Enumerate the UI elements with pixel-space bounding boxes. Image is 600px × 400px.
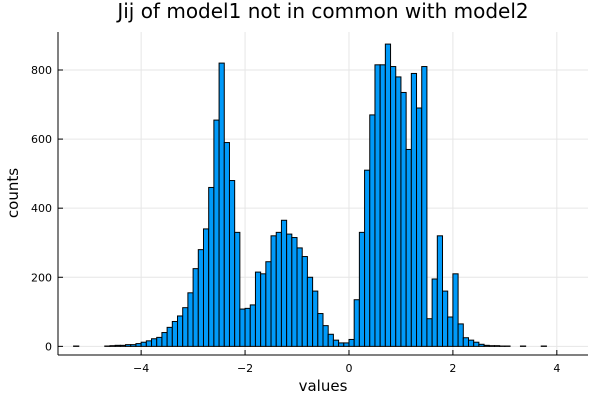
histogram-bar bbox=[395, 76, 402, 347]
histogram-bar bbox=[364, 169, 371, 347]
histogram-bar bbox=[166, 326, 173, 347]
histogram-bar bbox=[332, 339, 340, 347]
histogram-bar bbox=[202, 228, 210, 347]
histogram-bar bbox=[171, 320, 179, 347]
histogram-bar bbox=[187, 292, 194, 347]
histogram-bar bbox=[109, 345, 116, 347]
histogram-bar bbox=[338, 342, 345, 347]
histogram-bar bbox=[353, 299, 360, 347]
histogram-bar bbox=[390, 66, 397, 347]
histogram-bar bbox=[254, 271, 262, 347]
histogram-bar bbox=[234, 231, 241, 347]
histogram-bar bbox=[177, 315, 184, 347]
histogram-bar bbox=[462, 337, 469, 347]
histogram-bar bbox=[467, 339, 475, 347]
histogram-bar bbox=[421, 66, 428, 347]
grid bbox=[58, 32, 588, 355]
histogram-bar bbox=[447, 316, 454, 347]
histogram-bar bbox=[218, 62, 225, 347]
histogram-bar bbox=[348, 338, 355, 347]
histogram-bar bbox=[119, 344, 127, 347]
histogram-bar bbox=[322, 325, 329, 347]
histogram-bar bbox=[114, 344, 121, 347]
histogram-bar bbox=[208, 186, 215, 347]
histogram-bar bbox=[161, 332, 168, 347]
x-tick-label: −2 bbox=[237, 362, 253, 375]
histogram-bar bbox=[280, 219, 288, 347]
histogram-bar bbox=[296, 247, 303, 347]
histogram-bar bbox=[223, 142, 230, 347]
histogram-bar bbox=[140, 341, 147, 347]
tick-labels: −4 −2 0 2 4 0 200 400 600 800 bbox=[31, 64, 560, 375]
y-tick-label: 800 bbox=[31, 64, 52, 77]
histogram-bar bbox=[410, 72, 418, 347]
histogram-bar bbox=[275, 231, 282, 347]
histogram-bar bbox=[249, 304, 256, 347]
histogram-bar bbox=[483, 344, 490, 347]
y-tick-label: 200 bbox=[31, 271, 52, 284]
histogram-bar bbox=[192, 268, 199, 347]
histogram-bar bbox=[197, 249, 204, 347]
histogram-bar bbox=[317, 313, 324, 347]
histogram-bar bbox=[125, 344, 132, 347]
histogram-bar bbox=[379, 64, 386, 347]
histogram-bar bbox=[239, 308, 246, 347]
x-tick-label: 4 bbox=[553, 362, 560, 375]
histogram-bar bbox=[473, 341, 480, 347]
histogram-bar bbox=[327, 333, 334, 347]
histogram-bar bbox=[260, 273, 267, 347]
histogram-bar bbox=[312, 290, 319, 347]
chart-title: Jij of model1 not in common with model2 bbox=[115, 0, 528, 23]
x-tick-label: 2 bbox=[449, 362, 456, 375]
y-tick-label: 600 bbox=[31, 133, 52, 146]
histogram-bar bbox=[436, 235, 444, 347]
histogram-bar bbox=[270, 235, 277, 347]
histogram-bar bbox=[156, 336, 163, 347]
histogram-bar bbox=[431, 278, 438, 347]
histogram-bar bbox=[493, 345, 501, 347]
histogram-bar bbox=[405, 148, 412, 347]
y-tick-label: 400 bbox=[31, 202, 52, 215]
histogram-bars bbox=[73, 43, 547, 347]
histogram-bar bbox=[182, 307, 189, 347]
histogram-bar bbox=[488, 345, 495, 347]
histogram-bar bbox=[213, 119, 220, 347]
y-axis-label: counts bbox=[4, 168, 22, 218]
histogram-bar bbox=[343, 342, 350, 347]
histogram-bar bbox=[301, 256, 308, 347]
histogram-bar bbox=[145, 340, 153, 347]
histogram-bar bbox=[384, 43, 392, 347]
histogram-bar bbox=[426, 318, 433, 347]
histogram-bar bbox=[369, 114, 376, 347]
x-tick-label: 0 bbox=[345, 362, 352, 375]
histogram-bar bbox=[374, 64, 381, 347]
x-axis-label: values bbox=[299, 377, 348, 395]
histogram-bar bbox=[151, 338, 158, 347]
histogram-bar bbox=[442, 290, 449, 347]
y-tick-label: 0 bbox=[45, 340, 52, 353]
histogram-bar bbox=[228, 180, 236, 347]
histogram-bar bbox=[478, 343, 485, 347]
histogram-bar bbox=[358, 231, 366, 347]
histogram-bar bbox=[306, 276, 314, 347]
histogram-bar bbox=[291, 237, 298, 347]
histogram-bar bbox=[286, 233, 293, 347]
histogram-bar bbox=[244, 307, 251, 347]
histogram-bar bbox=[130, 344, 137, 347]
x-tick-label: −4 bbox=[133, 362, 149, 375]
axes bbox=[57, 32, 588, 356]
histogram-bar bbox=[265, 261, 272, 347]
histogram-bar bbox=[400, 91, 407, 347]
histogram-bar bbox=[135, 343, 142, 347]
histogram-bar bbox=[416, 107, 423, 347]
histogram-bar bbox=[457, 323, 464, 347]
histogram-bar bbox=[452, 273, 459, 347]
